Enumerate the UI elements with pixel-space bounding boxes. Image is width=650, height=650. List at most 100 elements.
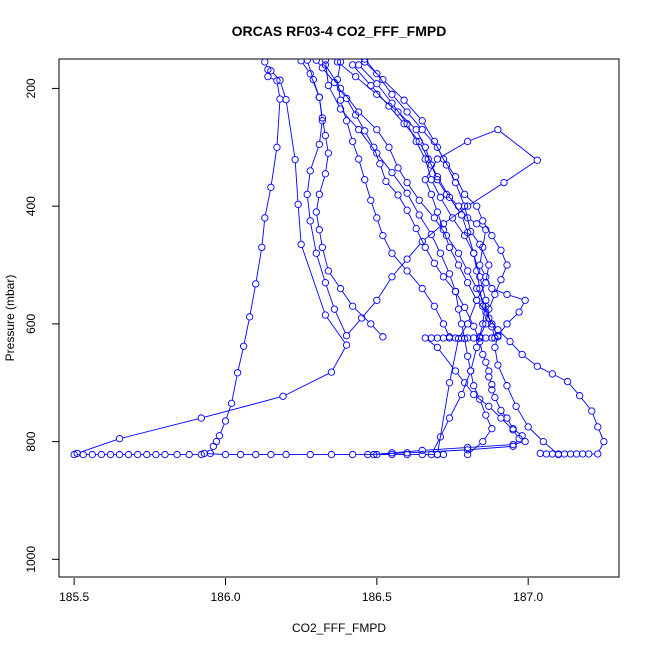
data-point <box>488 231 496 240</box>
data-point <box>370 143 378 151</box>
data-point <box>315 140 323 149</box>
data-point <box>518 350 526 359</box>
data-point <box>454 202 463 210</box>
series-segment <box>319 123 323 142</box>
series-segment <box>405 125 418 140</box>
series-segment <box>462 217 468 230</box>
data-point <box>548 370 557 378</box>
series-11 <box>297 59 541 341</box>
data-point <box>282 450 290 459</box>
data-point <box>482 358 490 366</box>
series-segment <box>400 113 415 128</box>
series-segment <box>337 82 341 98</box>
data-point <box>436 193 445 201</box>
series-segment <box>356 117 364 129</box>
data-point <box>427 230 435 239</box>
data-point <box>515 308 523 316</box>
series-segment <box>420 217 431 232</box>
series-segment <box>325 156 329 171</box>
data-point <box>588 407 596 415</box>
series-segment <box>492 329 495 336</box>
series-segment <box>377 220 383 233</box>
y-tick-label: 600 <box>24 314 38 334</box>
series-segment <box>468 235 474 251</box>
data-point <box>321 279 330 287</box>
series-segment <box>464 341 468 354</box>
data-point <box>485 373 493 381</box>
data-point <box>463 202 472 210</box>
series-segment <box>501 267 507 277</box>
data-point <box>143 450 151 459</box>
series-segment <box>498 367 507 383</box>
series-segment <box>499 326 506 334</box>
series-segment <box>395 450 420 453</box>
series-segment <box>444 232 449 245</box>
series-segment <box>516 441 523 445</box>
series-segment <box>319 100 323 115</box>
data-point <box>333 75 342 84</box>
series-segment <box>468 285 476 298</box>
data-point <box>276 95 284 103</box>
data-point <box>373 296 381 304</box>
data-point <box>600 437 608 446</box>
series-segment <box>417 132 425 145</box>
data-point <box>439 273 448 281</box>
data-point <box>485 402 493 410</box>
data-point <box>258 243 266 252</box>
series-segment <box>445 207 466 223</box>
series-segment <box>379 96 396 111</box>
data-point <box>563 377 572 386</box>
data-point <box>385 143 393 151</box>
series-segment <box>408 212 416 226</box>
data-point <box>451 287 460 296</box>
data-point <box>476 284 484 293</box>
series-segment <box>441 420 449 435</box>
data-point <box>503 320 511 328</box>
data-point <box>476 261 484 269</box>
data-point <box>403 449 411 457</box>
series-segment <box>80 439 117 453</box>
series-segment <box>474 388 479 397</box>
data-point <box>264 73 272 81</box>
series-segment <box>302 63 309 72</box>
series-segment <box>354 66 370 84</box>
data-point <box>433 176 442 184</box>
data-point <box>227 399 236 408</box>
data-point <box>463 443 472 452</box>
data-point <box>509 426 517 434</box>
series-segment <box>507 388 516 404</box>
series-segment <box>374 150 380 161</box>
data-point <box>236 450 245 459</box>
data-point <box>324 81 333 90</box>
data-point <box>367 320 375 328</box>
series-segment <box>408 243 421 257</box>
series-segment <box>335 311 346 333</box>
series-segment <box>514 440 518 445</box>
data-point <box>421 243 429 252</box>
series-segment <box>506 161 535 182</box>
series-segment <box>316 215 320 227</box>
data-point <box>524 423 532 431</box>
series-9 <box>348 61 608 458</box>
data-point <box>264 65 272 74</box>
series-segment <box>310 223 317 251</box>
data-point <box>379 333 387 341</box>
data-point <box>470 322 478 330</box>
data-point <box>554 450 563 459</box>
data-point <box>239 342 248 350</box>
series-segment <box>486 279 491 286</box>
series-segment <box>453 220 464 234</box>
series-segment <box>486 417 491 426</box>
data-point <box>327 450 336 459</box>
series-segment <box>520 302 525 310</box>
series-segment <box>237 349 244 370</box>
data-point <box>348 302 357 310</box>
series-13 <box>333 59 454 341</box>
series-segment <box>393 261 406 275</box>
series-3 <box>206 59 284 458</box>
data-point <box>457 211 466 219</box>
series-segment <box>473 256 477 268</box>
data-point <box>476 333 484 341</box>
series-segment <box>592 413 598 425</box>
data-point <box>463 352 472 360</box>
